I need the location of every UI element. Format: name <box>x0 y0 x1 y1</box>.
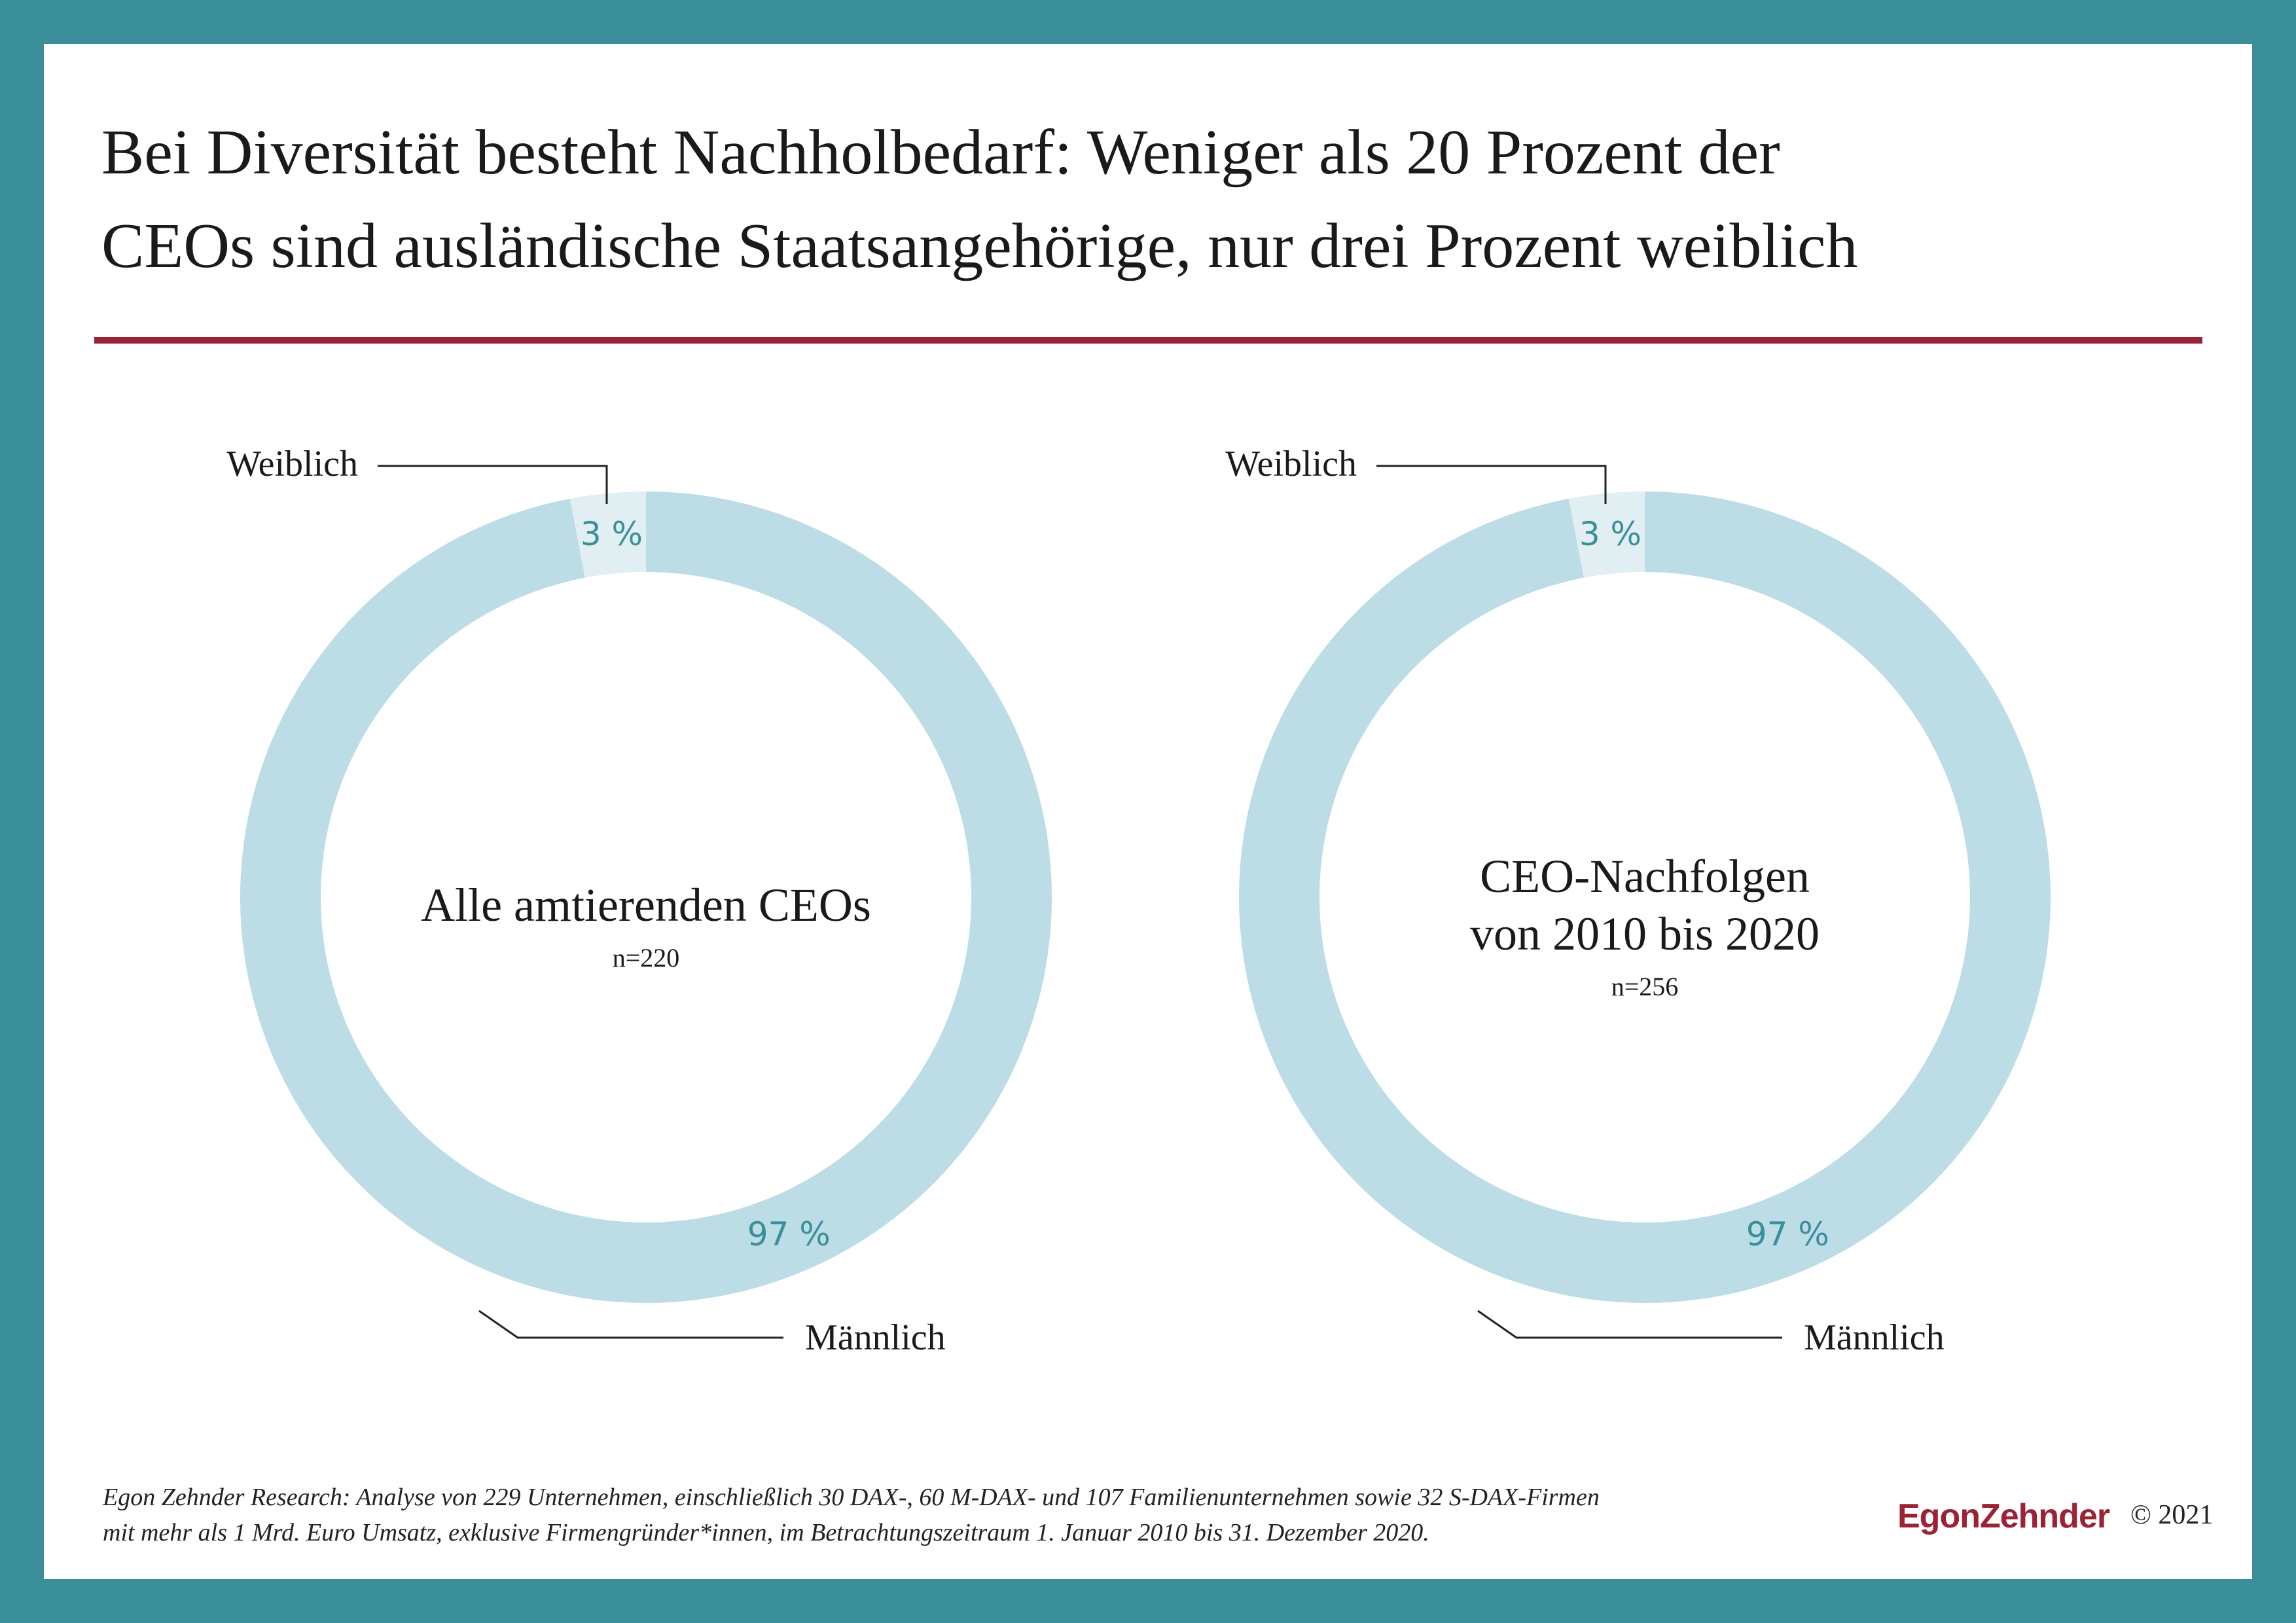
title-divider <box>94 337 2202 344</box>
copyright-label: © 2021 <box>2130 1500 2214 1530</box>
center-title-line: Alle amtierenden CEOs <box>421 879 871 931</box>
percent-label-weiblich: 3 % <box>581 515 643 553</box>
brand-logo: EgonZehnder <box>1897 1497 2110 1535</box>
page-title: Bei Diversität besteht Nachholbedarf: We… <box>101 106 2196 293</box>
sample-size-label: n=220 <box>613 943 680 972</box>
slice-label-weiblich: Weiblich <box>1225 444 1357 484</box>
footnote-line-1: Egon Zehnder Research: Analyse von 229 U… <box>103 1484 1600 1511</box>
infographic-card: Bei Diversität besteht Nachholbedarf: We… <box>44 44 2252 1579</box>
leader-line-weiblich <box>1376 465 1607 504</box>
title-line-2: CEOs sind ausländische Staatsangehörige,… <box>101 211 1858 281</box>
percent-label-weiblich: 3 % <box>1579 515 1641 553</box>
center-title-line: von 2010 bis 2020 <box>1470 908 1820 960</box>
leader-line-maennlich <box>478 1310 783 1339</box>
leader-line-maennlich <box>1477 1310 1782 1339</box>
donut-slice-weiblich <box>1568 491 1645 578</box>
percent-label-maennlich: 97 % <box>747 1215 831 1253</box>
slice-label-maennlich: Männlich <box>805 1317 946 1358</box>
footnote: Egon Zehnder Research: Analyse von 229 U… <box>103 1480 1935 1550</box>
slice-label-maennlich: Männlich <box>1804 1317 1945 1358</box>
percent-label-maennlich: 97 % <box>1746 1215 1829 1253</box>
footnote-line-2: mit mehr als 1 Mrd. Euro Umsatz, exklusi… <box>103 1519 1429 1546</box>
donut-charts: 3 % 97 % Weiblich Männlich Alle amtierenden … <box>226 444 2051 1358</box>
title-line-1: Bei Diversität besteht Nachholbedarf: We… <box>101 117 1780 188</box>
center-title-line: CEO-Nachfolgen <box>1480 850 1810 902</box>
donut-slice-weiblich <box>569 491 646 578</box>
slice-label-weiblich: Weiblich <box>226 444 358 484</box>
sample-size-label: n=256 <box>1611 972 1679 1001</box>
leader-line-weiblich <box>378 465 608 504</box>
